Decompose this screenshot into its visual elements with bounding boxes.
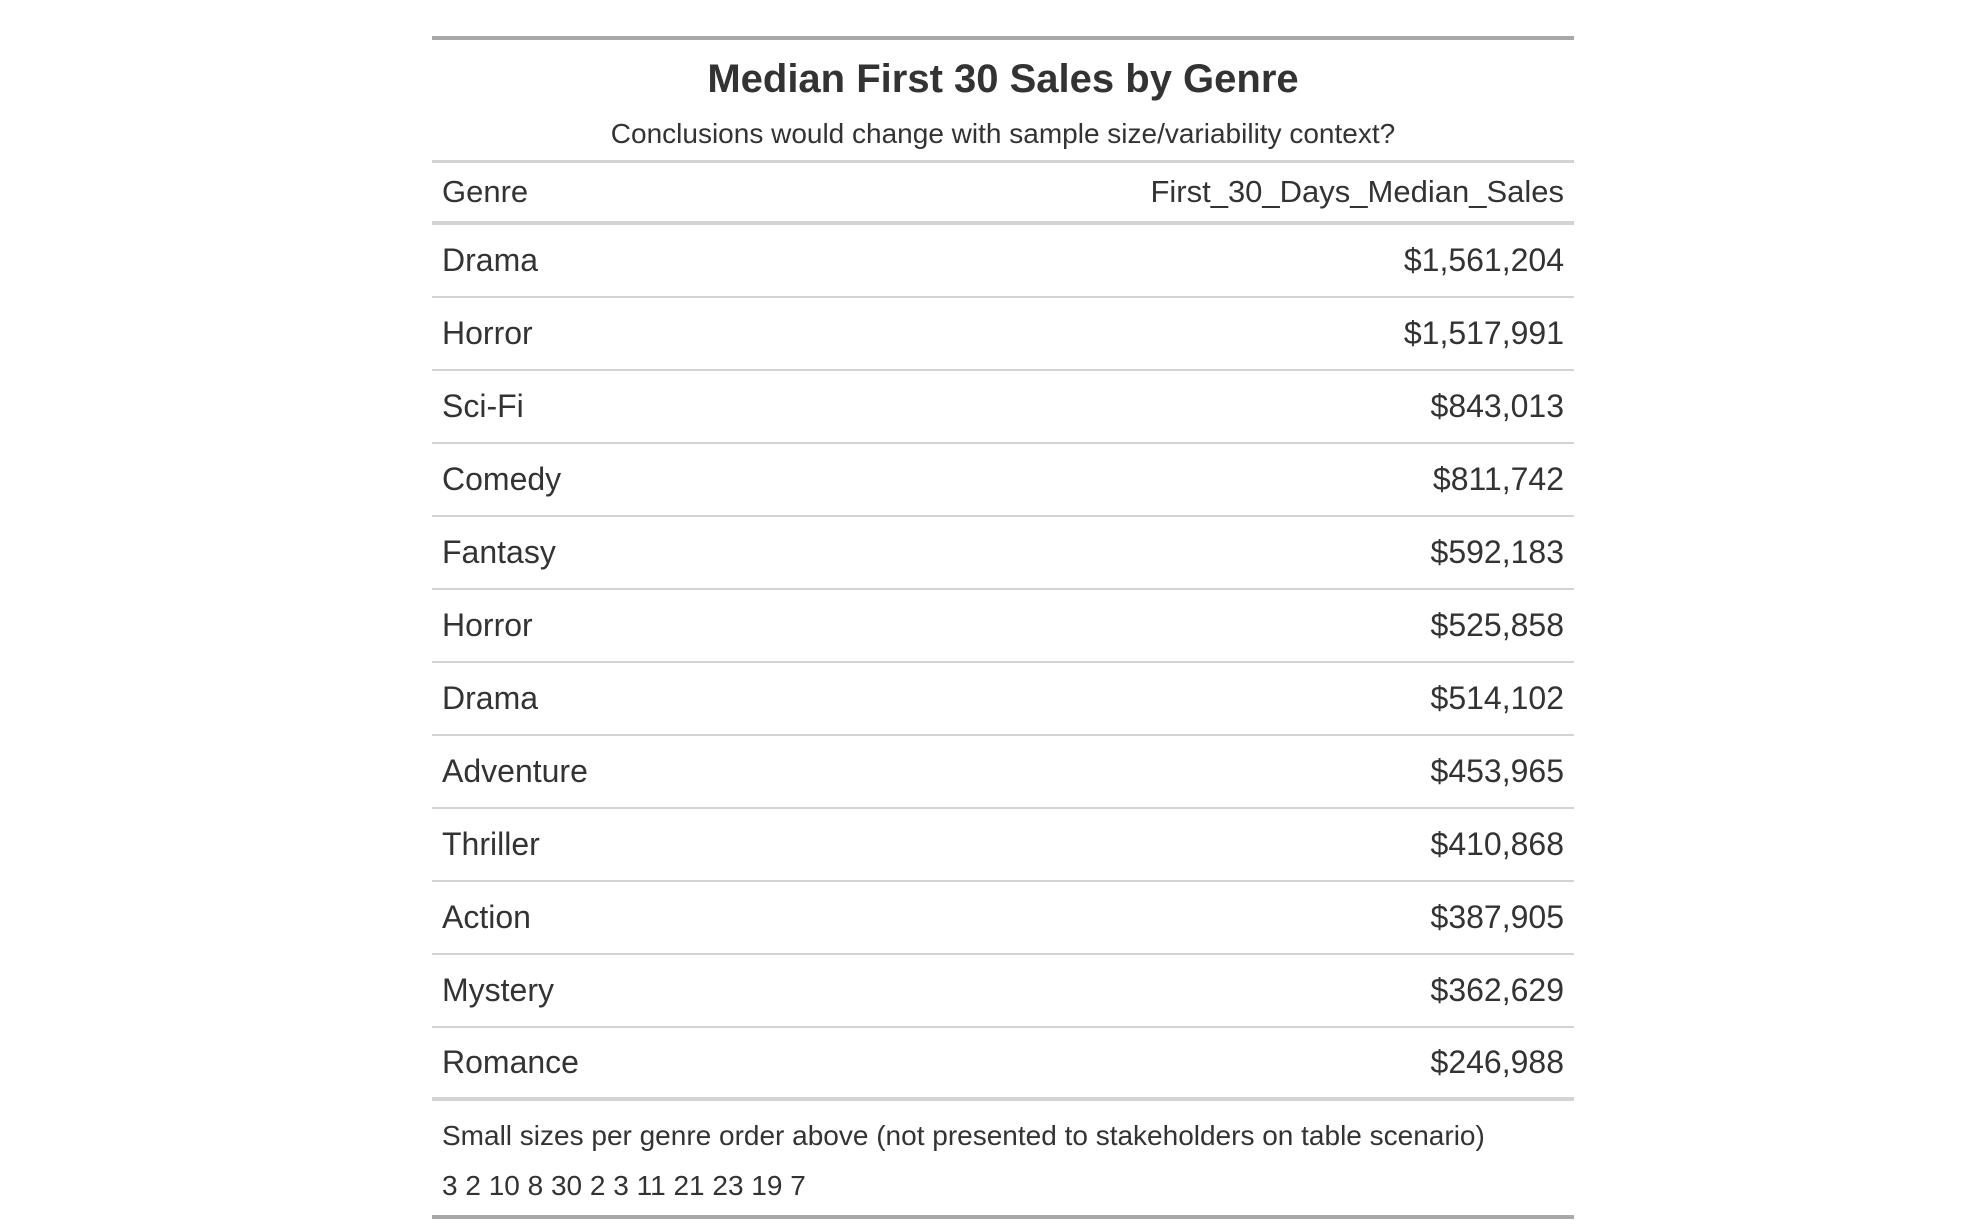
sales-cell: $843,013 — [1430, 388, 1564, 424]
table-bottom-rule — [432, 1215, 1574, 1219]
genre-cell: Drama — [442, 242, 539, 278]
genre-cell: Horror — [442, 607, 533, 643]
table-row: Fantasy $592,183 — [432, 517, 1574, 590]
sales-table: Median First 30 Sales by Genre Conclusio… — [432, 36, 1574, 1219]
sales-cell: $811,742 — [1432, 461, 1564, 497]
genre-cell: Fantasy — [442, 534, 556, 570]
genre-cell: Sci-Fi — [442, 388, 524, 424]
sales-cell: $1,517,991 — [1403, 315, 1564, 351]
table-row: Adventure $453,965 — [432, 736, 1574, 809]
table-row: Horror $525,858 — [432, 590, 1574, 663]
sales-cell: $246,988 — [1430, 1044, 1564, 1080]
sales-cell: $525,858 — [1430, 607, 1564, 643]
table-footnote: Small sizes per genre order above (not p… — [432, 1101, 1574, 1211]
table-header-row: Genre First_30_Days_Median_Sales — [432, 163, 1574, 225]
genre-cell: Adventure — [442, 753, 588, 789]
header-top-rule — [432, 160, 1574, 163]
sales-cell: $514,102 — [1430, 680, 1564, 716]
footnote-line: 3 2 10 8 30 2 3 11 21 23 19 7 — [442, 1170, 806, 1201]
table-row: Drama $514,102 — [432, 663, 1574, 736]
genre-cell: Romance — [442, 1044, 579, 1080]
genre-cell: Drama — [442, 680, 539, 716]
table-row: Drama $1,561,204 — [432, 225, 1574, 298]
genre-cell: Thriller — [442, 826, 540, 862]
genre-cell: Horror — [442, 315, 533, 351]
table-top-rule — [432, 36, 1574, 40]
sales-cell: $1,561,204 — [1403, 242, 1564, 278]
genre-cell: Mystery — [442, 972, 554, 1008]
table-row: Horror $1,517,991 — [432, 298, 1574, 371]
sales-cell: $387,905 — [1430, 899, 1564, 935]
table-row: Sci-Fi $843,013 — [432, 371, 1574, 444]
footnote-line: Small sizes per genre order above (not p… — [442, 1120, 1485, 1151]
table-row: Thriller $410,868 — [432, 809, 1574, 882]
sales-cell: $592,183 — [1430, 534, 1564, 570]
column-header-genre: Genre — [442, 174, 529, 209]
genre-cell: Comedy — [442, 461, 562, 497]
table-row: Comedy $811,742 — [432, 444, 1574, 517]
table-row: Action $387,905 — [432, 882, 1574, 955]
column-header-sales: First_30_Days_Median_Sales — [1150, 174, 1564, 209]
genre-cell: Action — [442, 899, 531, 935]
sales-cell: $410,868 — [1430, 826, 1564, 862]
table-row: Mystery $362,629 — [432, 955, 1574, 1028]
table-row: Romance $246,988 — [432, 1028, 1574, 1101]
table-title: Median First 30 Sales by Genre — [707, 57, 1299, 101]
table-body: Drama $1,561,204 Horror $1,517,991 Sci-Fi $84… — [432, 225, 1574, 1101]
sales-cell: $453,965 — [1430, 753, 1564, 789]
sales-cell: $362,629 — [1430, 972, 1564, 1008]
table-subtitle: Conclusions would change with sample siz… — [610, 118, 1396, 149]
